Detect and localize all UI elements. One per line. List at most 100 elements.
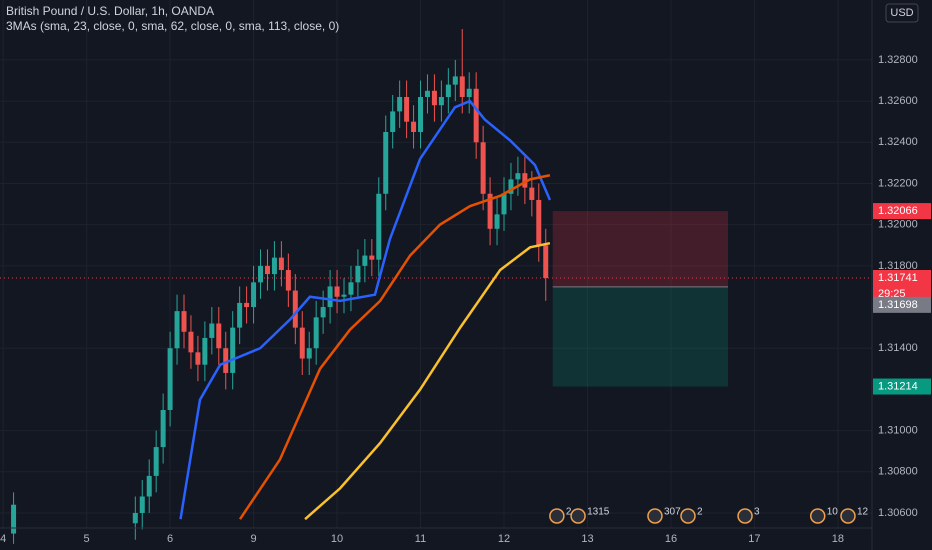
candle-body: [209, 323, 215, 338]
entry-price-label: 1.31698: [878, 299, 918, 311]
event-marker: [737, 508, 753, 524]
y-tick-label: 1.31800: [878, 260, 918, 272]
candle-body: [411, 121, 417, 132]
candle-body: [264, 265, 270, 275]
candle-body: [174, 311, 180, 349]
candle-body: [271, 257, 277, 275]
event-label: 3: [754, 507, 760, 518]
event-label: 10: [827, 507, 839, 518]
candle-body: [306, 348, 312, 359]
entry-price-label-bg: [873, 296, 931, 313]
y-tick-label: 1.32200: [878, 177, 918, 189]
target-price-label: 1.31214: [878, 380, 918, 392]
candle-body: [146, 475, 152, 497]
candle-body: [404, 96, 410, 122]
candle-body: [452, 76, 458, 85]
event-label: 1315: [587, 507, 610, 518]
moving-average: [304, 241, 551, 521]
event-marker: [647, 508, 663, 524]
candle-body: [139, 496, 145, 513]
event-marker: [680, 508, 696, 524]
y-tick-label: 1.30600: [878, 507, 918, 519]
candle-body: [355, 265, 361, 283]
candle-body: [424, 90, 430, 97]
x-tick-label: 18: [832, 533, 844, 545]
currency-label[interactable]: USD: [890, 7, 913, 19]
indicator-legend: 3MAs (sma, 23, close, 0, sma, 62, close,…: [6, 19, 339, 33]
candle-body: [522, 173, 528, 188]
x-tick-label: 11: [415, 533, 426, 545]
event-marker: [840, 508, 856, 524]
candle-body: [362, 255, 368, 266]
candle-body: [320, 307, 326, 318]
x-tick-label: 16: [665, 533, 677, 545]
y-tick-label: 1.32800: [878, 54, 918, 66]
x-tick-label: 9: [251, 533, 257, 545]
candle-body: [543, 245, 549, 279]
y-tick-label: 1.31400: [878, 342, 918, 354]
candle-body: [501, 193, 507, 215]
candle-body: [258, 265, 264, 283]
candle-body: [508, 179, 514, 194]
grid: [0, 0, 872, 528]
y-tick-label: 1.31000: [878, 425, 918, 437]
candle-body: [431, 90, 437, 106]
candle-body: [376, 193, 382, 260]
candle-body: [390, 111, 396, 132]
event-marker: [570, 508, 586, 524]
currency-button[interactable]: [885, 3, 919, 23]
y-tick-label: 1.32000: [878, 219, 918, 231]
moving-average: [238, 174, 551, 520]
candle-body: [153, 447, 159, 476]
event-label: 307: [664, 507, 681, 518]
axes: 1.32800 1.32600 1.32400 1.32200 1.32000 1.318…: [0, 54, 931, 545]
current-price-label-bg: [873, 270, 931, 287]
candle-body: [299, 327, 305, 359]
candle-body: [244, 302, 250, 308]
candle-body: [418, 96, 424, 132]
current-price-label: 1.31741: [878, 272, 918, 284]
candle-body: [223, 348, 229, 373]
candle-body: [230, 327, 236, 373]
candle-body: [202, 337, 208, 365]
plot: 2 1315 307 2 3 10 12: [0, 29, 872, 544]
candle-body: [480, 142, 486, 194]
x-tick-label: 6: [167, 533, 173, 545]
event-label: 12: [857, 507, 869, 518]
x-tick-label: 12: [498, 533, 510, 545]
y-tick-label: 1.32600: [878, 95, 918, 107]
target-price-label-bg: [873, 378, 931, 395]
x-tick-label: 5: [84, 533, 90, 545]
candle-body: [466, 88, 472, 97]
stop-zone: [552, 211, 728, 287]
candle-body: [313, 317, 319, 349]
stop-price-label-bg: [873, 203, 931, 220]
candle-body: [438, 96, 444, 106]
candle-body: [160, 410, 166, 448]
candle-body: [181, 311, 187, 332]
candle-body: [251, 282, 257, 308]
candle-body: [397, 96, 403, 112]
candle-body: [167, 348, 173, 411]
candle-body: [459, 76, 465, 97]
stop-price-label: 1.32066: [878, 205, 918, 217]
candle-body: [132, 512, 138, 524]
candle-body: [11, 504, 17, 534]
y-tick-label: 1.32400: [878, 136, 918, 148]
event-label: 2: [697, 507, 703, 518]
y-tick-label: 1.30800: [878, 466, 918, 478]
event-label: 2: [566, 507, 572, 518]
candle-body: [536, 199, 542, 246]
target-zone: [552, 286, 728, 387]
candle-body: [195, 352, 201, 365]
x-tick-label: 4: [0, 533, 6, 545]
candle-body: [473, 88, 479, 143]
x-tick-label: 13: [581, 533, 593, 545]
event-marker: [549, 508, 565, 524]
candle-body: [327, 286, 333, 308]
candle-body: [188, 331, 194, 353]
x-tick-label: 17: [748, 533, 760, 545]
x-tick-label: 10: [331, 533, 343, 545]
